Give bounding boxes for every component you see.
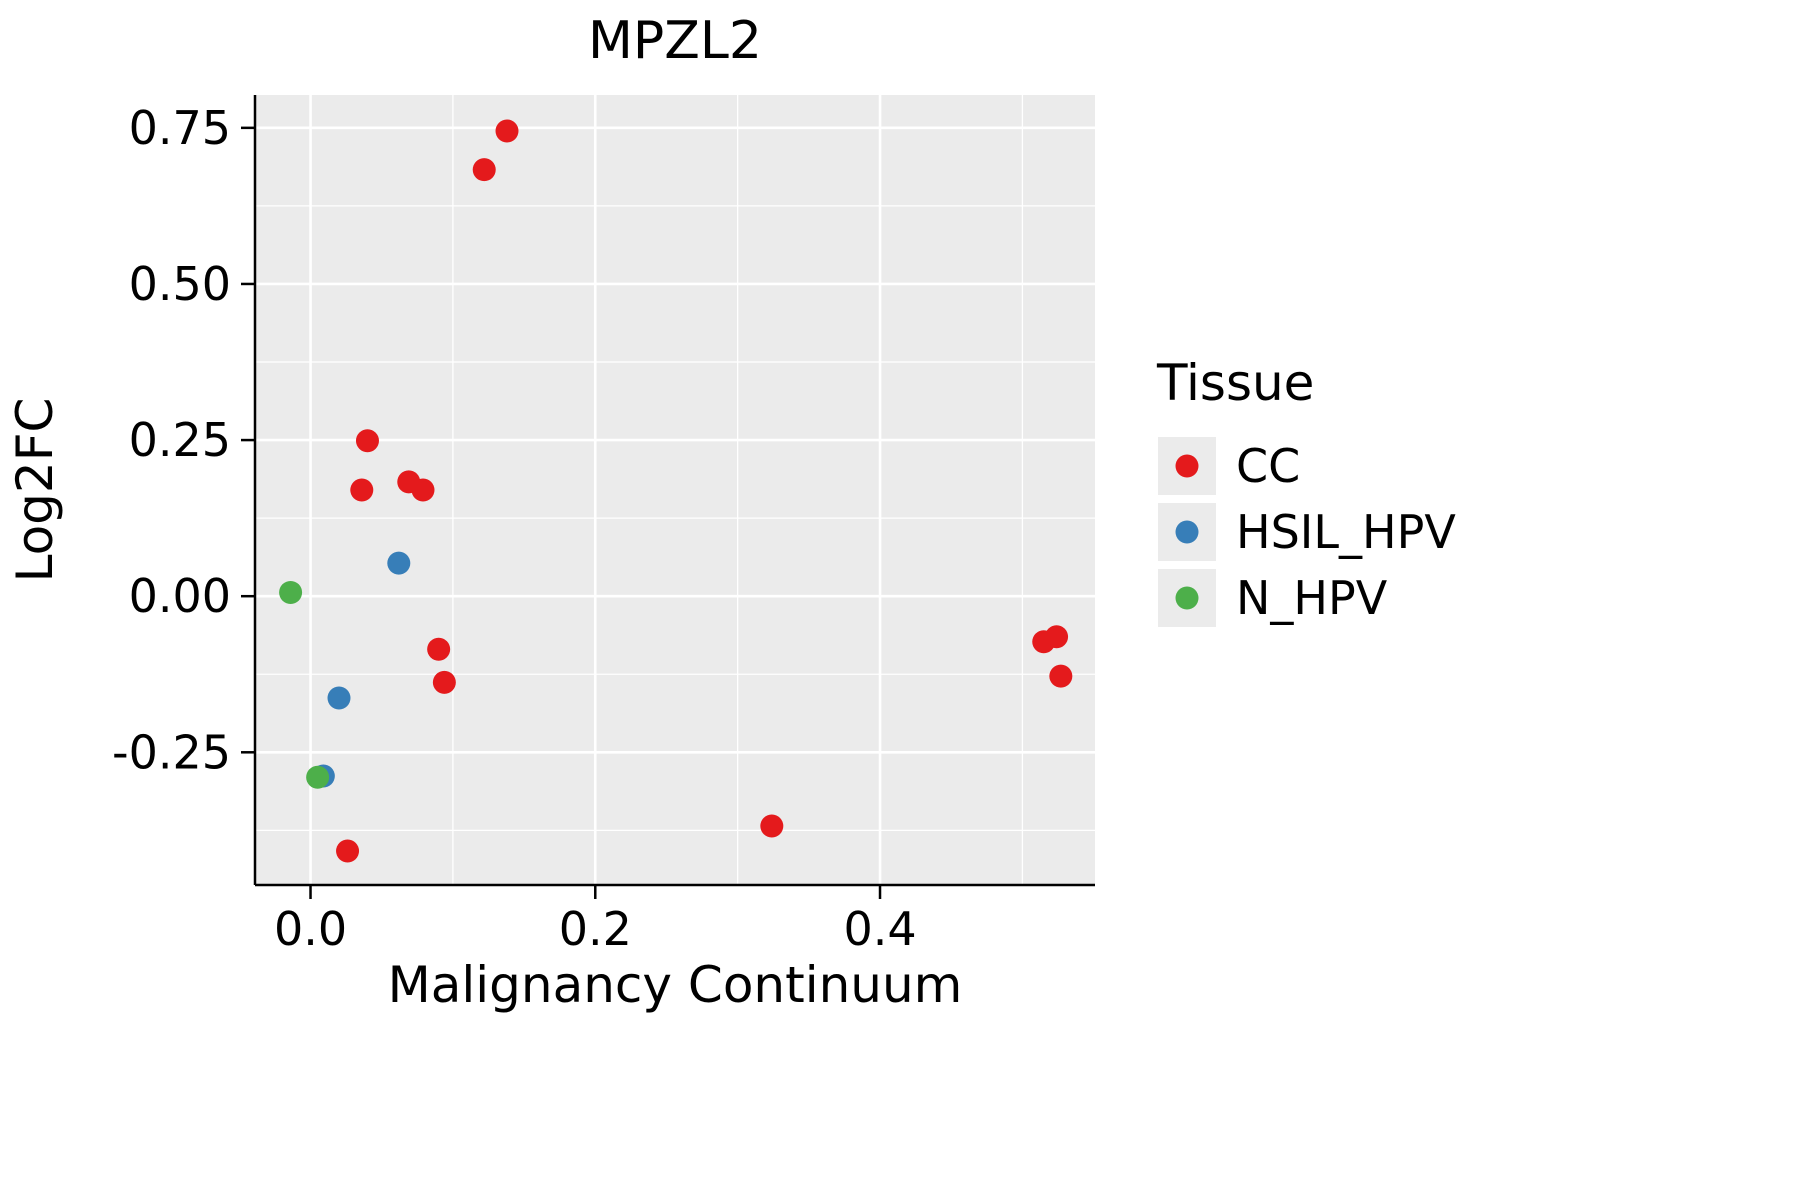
legend-dot-icon	[1175, 520, 1199, 544]
data-point-HSIL_HPV	[327, 686, 351, 710]
y-tick-label: 0.25	[129, 413, 231, 467]
data-point-CC	[336, 839, 360, 863]
legend-dot-icon	[1175, 454, 1199, 478]
data-points	[279, 119, 1073, 863]
data-point-N_HPV	[306, 765, 330, 789]
data-point-N_HPV	[279, 580, 303, 604]
legend-title: Tissue	[1156, 354, 1314, 412]
y-tick-label: 0.50	[129, 257, 231, 311]
y-tick-label: -0.25	[112, 725, 231, 779]
data-point-CC	[427, 637, 451, 661]
axes: 0.0 0.2 0.4 -0.25 0.00 0.25 0.50 0.75	[112, 95, 1095, 956]
data-point-CC	[472, 158, 496, 182]
legend-item-CC: CC	[1158, 437, 1300, 495]
y-axis-label: Log2FC	[6, 398, 64, 583]
x-tick-label: 0.2	[559, 902, 632, 956]
data-point-CC	[1049, 664, 1073, 688]
data-point-CC	[760, 814, 784, 838]
chart-title: MPZL2	[588, 11, 762, 71]
gridlines	[255, 95, 1095, 885]
legend-dot-icon	[1175, 586, 1199, 610]
x-tick-label: 0.0	[274, 902, 347, 956]
panel-background	[255, 95, 1095, 885]
data-point-CC	[495, 119, 519, 143]
data-point-HSIL_HPV	[387, 551, 411, 575]
legend-items: CC HSIL_HPV N_HPV	[1158, 437, 1456, 627]
legend-item-label: CC	[1236, 439, 1300, 493]
legend-item-N_HPV: N_HPV	[1158, 569, 1388, 627]
legend-item-label: N_HPV	[1236, 571, 1388, 625]
legend: Tissue CC HSIL_HPV N_HPV	[1156, 354, 1456, 627]
data-point-CC	[355, 429, 379, 453]
y-tick-label: 0.75	[129, 101, 231, 155]
y-tick-label: 0.00	[129, 569, 231, 623]
x-tick-label: 0.4	[843, 902, 916, 956]
data-point-CC	[411, 478, 435, 502]
x-axis-label: Malignancy Continuum	[388, 956, 963, 1014]
data-point-CC	[350, 478, 374, 502]
data-point-CC	[432, 670, 456, 694]
legend-item-label: HSIL_HPV	[1236, 505, 1456, 559]
data-point-CC	[1045, 625, 1069, 649]
legend-item-HSIL_HPV: HSIL_HPV	[1158, 503, 1456, 561]
plot-panel	[255, 95, 1095, 885]
